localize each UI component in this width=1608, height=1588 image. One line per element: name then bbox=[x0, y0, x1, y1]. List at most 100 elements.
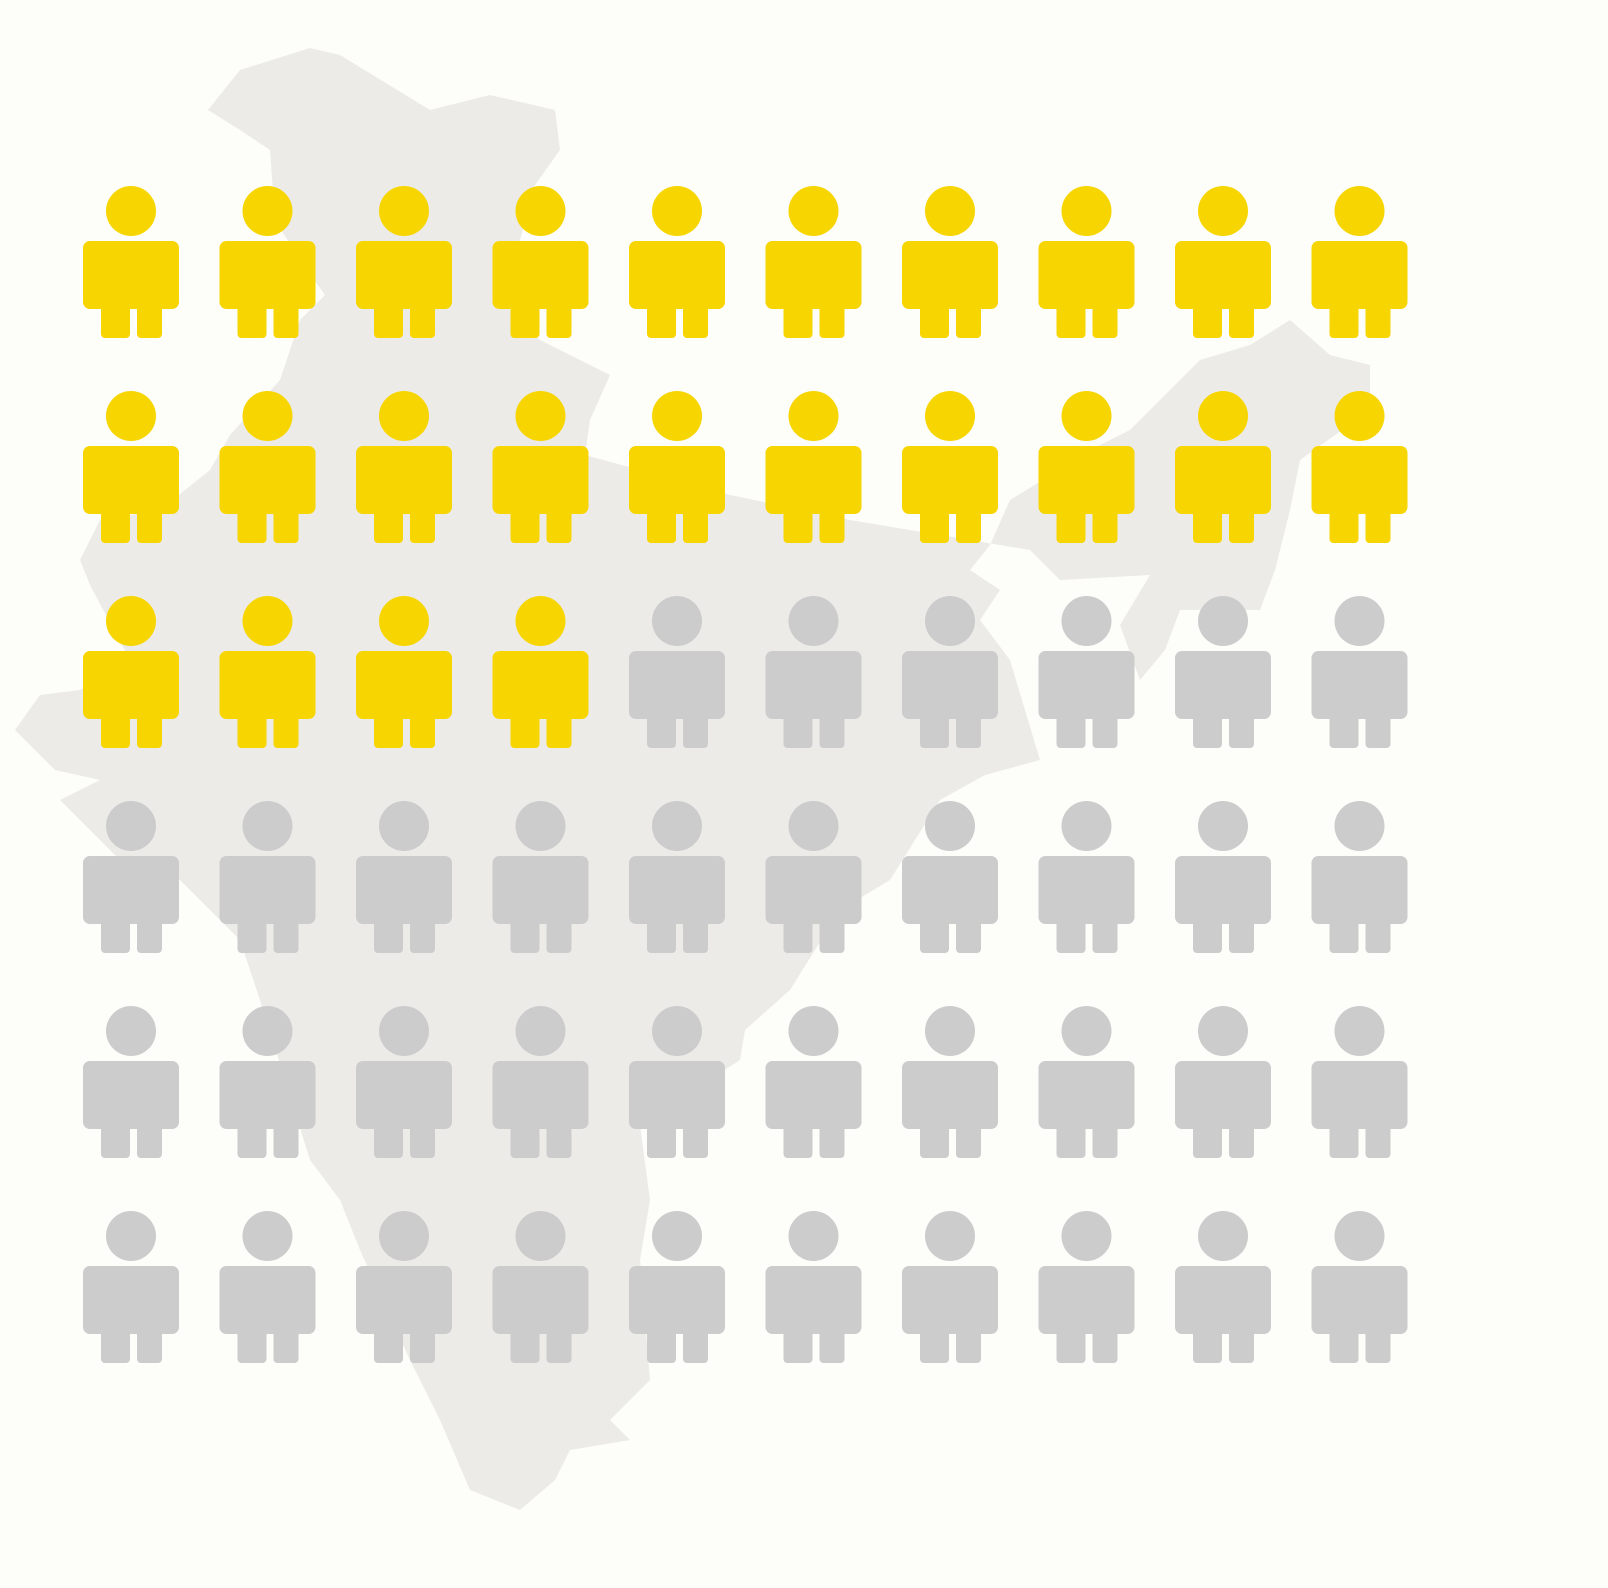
icon-body bbox=[219, 1266, 316, 1334]
icon-head bbox=[515, 801, 566, 851]
icon-leg bbox=[1056, 705, 1086, 748]
icon-head bbox=[379, 1211, 429, 1261]
icon-leg bbox=[546, 910, 572, 953]
icon-body bbox=[1175, 241, 1271, 309]
icon-leg bbox=[101, 910, 130, 953]
icon-leg bbox=[1365, 1320, 1391, 1363]
icon-leg bbox=[1193, 910, 1222, 953]
icon-head bbox=[379, 1006, 429, 1056]
icon-leg bbox=[237, 1115, 267, 1158]
icon-leg bbox=[1092, 705, 1118, 748]
icon-leg bbox=[819, 1320, 845, 1363]
icon-leg bbox=[546, 705, 572, 748]
icon-head bbox=[788, 596, 839, 646]
icon-leg bbox=[374, 705, 403, 748]
icon-leg bbox=[1229, 1320, 1254, 1363]
icon-leg bbox=[374, 295, 403, 338]
person-icon bbox=[765, 1006, 862, 1158]
icon-head bbox=[1198, 391, 1248, 441]
icon-leg bbox=[273, 1115, 299, 1158]
icon-leg bbox=[819, 500, 845, 543]
icon-body bbox=[492, 1266, 589, 1334]
icon-leg bbox=[1229, 910, 1254, 953]
person-icon bbox=[1038, 801, 1135, 953]
icon-leg bbox=[819, 705, 845, 748]
icon-leg bbox=[546, 1320, 572, 1363]
icon-body bbox=[1311, 856, 1408, 924]
icon-head bbox=[242, 186, 293, 236]
icon-leg bbox=[1092, 1320, 1118, 1363]
icon-head bbox=[242, 596, 293, 646]
icon-leg bbox=[683, 295, 708, 338]
person-icon bbox=[356, 1006, 452, 1158]
person-icon bbox=[492, 1211, 589, 1363]
person-icon bbox=[765, 801, 862, 953]
icon-head bbox=[242, 391, 293, 441]
person-icon bbox=[1175, 596, 1271, 748]
icon-leg bbox=[1056, 500, 1086, 543]
icon-body bbox=[765, 651, 862, 719]
person-icon bbox=[219, 186, 316, 338]
icon-leg bbox=[920, 295, 949, 338]
icon-body bbox=[1175, 1061, 1271, 1129]
icon-head bbox=[242, 801, 293, 851]
icon-head bbox=[106, 801, 156, 851]
icon-head bbox=[1061, 391, 1112, 441]
icon-leg bbox=[1056, 1115, 1086, 1158]
icon-head bbox=[106, 1211, 156, 1261]
person-icon bbox=[1311, 1006, 1408, 1158]
icon-leg bbox=[237, 500, 267, 543]
person-icon bbox=[1038, 391, 1135, 543]
icon-leg bbox=[1092, 500, 1118, 543]
icon-leg bbox=[510, 500, 540, 543]
icon-leg bbox=[683, 910, 708, 953]
icon-body bbox=[83, 651, 179, 719]
person-icon bbox=[1311, 391, 1408, 543]
icon-body bbox=[629, 446, 725, 514]
icon-leg bbox=[374, 1320, 403, 1363]
person-icon bbox=[1311, 1211, 1408, 1363]
person-icon bbox=[1038, 1211, 1135, 1363]
icon-head bbox=[379, 186, 429, 236]
icon-leg bbox=[1193, 295, 1222, 338]
icon-leg bbox=[683, 1320, 708, 1363]
icon-body bbox=[492, 651, 589, 719]
person-icon bbox=[492, 391, 589, 543]
icon-leg bbox=[1329, 500, 1359, 543]
icon-leg bbox=[101, 1115, 130, 1158]
person-icon bbox=[492, 596, 589, 748]
icon-leg bbox=[1329, 295, 1359, 338]
person-icon bbox=[629, 596, 725, 748]
icon-leg bbox=[819, 1115, 845, 1158]
icon-head bbox=[515, 596, 566, 646]
person-icon bbox=[83, 186, 179, 338]
icon-leg bbox=[374, 910, 403, 953]
icon-body bbox=[356, 856, 452, 924]
icon-body bbox=[629, 651, 725, 719]
icon-leg bbox=[920, 1320, 949, 1363]
icon-leg bbox=[683, 1115, 708, 1158]
icon-head bbox=[925, 186, 975, 236]
person-icon bbox=[1175, 1211, 1271, 1363]
person-icon bbox=[219, 1211, 316, 1363]
icon-leg bbox=[410, 1320, 435, 1363]
person-icon bbox=[83, 801, 179, 953]
icon-head bbox=[1198, 186, 1248, 236]
icon-head bbox=[515, 186, 566, 236]
icon-leg bbox=[956, 1320, 981, 1363]
icon-leg bbox=[546, 295, 572, 338]
icon-body bbox=[765, 241, 862, 309]
icon-leg bbox=[783, 1115, 813, 1158]
icon-leg bbox=[1092, 910, 1118, 953]
icon-body bbox=[902, 1266, 998, 1334]
icon-leg bbox=[647, 1320, 676, 1363]
icon-leg bbox=[374, 1115, 403, 1158]
icon-body bbox=[1038, 856, 1135, 924]
person-icon bbox=[629, 186, 725, 338]
icon-body bbox=[1175, 651, 1271, 719]
icon-leg bbox=[1056, 295, 1086, 338]
icon-leg bbox=[1365, 910, 1391, 953]
icon-body bbox=[492, 446, 589, 514]
icon-head bbox=[652, 801, 702, 851]
person-icon bbox=[492, 186, 589, 338]
